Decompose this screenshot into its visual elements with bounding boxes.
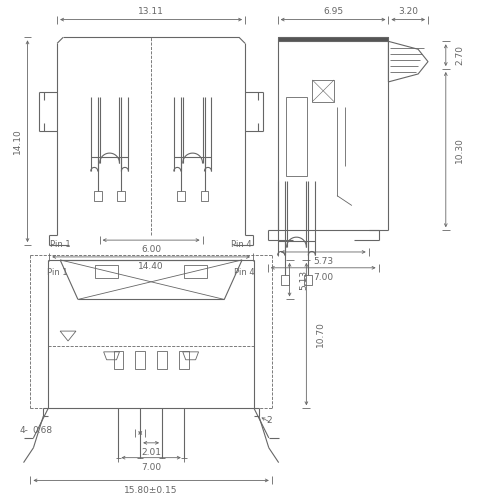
Text: Pin 4: Pin 4 xyxy=(232,240,252,249)
Text: 14.10: 14.10 xyxy=(13,128,22,154)
Bar xyxy=(118,190,126,200)
Bar xyxy=(200,190,208,200)
Bar xyxy=(94,190,102,200)
Bar xyxy=(177,190,184,200)
Bar xyxy=(94,265,118,278)
Text: 3.20: 3.20 xyxy=(398,7,418,16)
Bar xyxy=(184,265,208,278)
Text: 2.01: 2.01 xyxy=(141,448,161,457)
Text: 0.68: 0.68 xyxy=(32,426,52,435)
Bar xyxy=(286,96,308,176)
Text: 5.73: 5.73 xyxy=(313,258,333,266)
Text: 14.40: 14.40 xyxy=(138,262,164,272)
Text: 15.80±0.15: 15.80±0.15 xyxy=(124,486,178,495)
Bar xyxy=(179,351,188,368)
Bar xyxy=(114,351,124,368)
Bar xyxy=(136,351,145,368)
Text: Pin 1: Pin 1 xyxy=(50,240,71,249)
Text: 6.00: 6.00 xyxy=(141,246,161,254)
Text: Pin 4: Pin 4 xyxy=(234,268,255,276)
Bar xyxy=(304,274,312,284)
Text: 10.70: 10.70 xyxy=(316,321,324,347)
Text: 2.70: 2.70 xyxy=(455,45,464,65)
Text: 7.00: 7.00 xyxy=(313,273,333,282)
Bar xyxy=(278,38,388,42)
Bar xyxy=(157,351,167,368)
Bar xyxy=(312,80,334,102)
Text: 2: 2 xyxy=(267,416,272,425)
Text: 4-: 4- xyxy=(20,426,28,435)
Bar xyxy=(280,274,288,284)
Text: 6.95: 6.95 xyxy=(323,7,343,16)
Text: Pin 1: Pin 1 xyxy=(48,268,68,276)
Text: 10.30: 10.30 xyxy=(455,136,464,162)
Text: 13.11: 13.11 xyxy=(138,7,164,16)
Text: 5.13: 5.13 xyxy=(299,270,308,289)
Text: 7.00: 7.00 xyxy=(141,463,161,472)
